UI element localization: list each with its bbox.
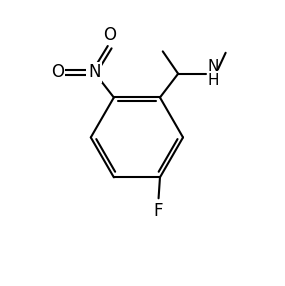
Text: N: N [88,63,101,81]
Text: N
H: N H [207,59,219,88]
Text: O: O [51,63,64,81]
Text: F: F [154,202,163,220]
Text: O: O [103,26,116,44]
